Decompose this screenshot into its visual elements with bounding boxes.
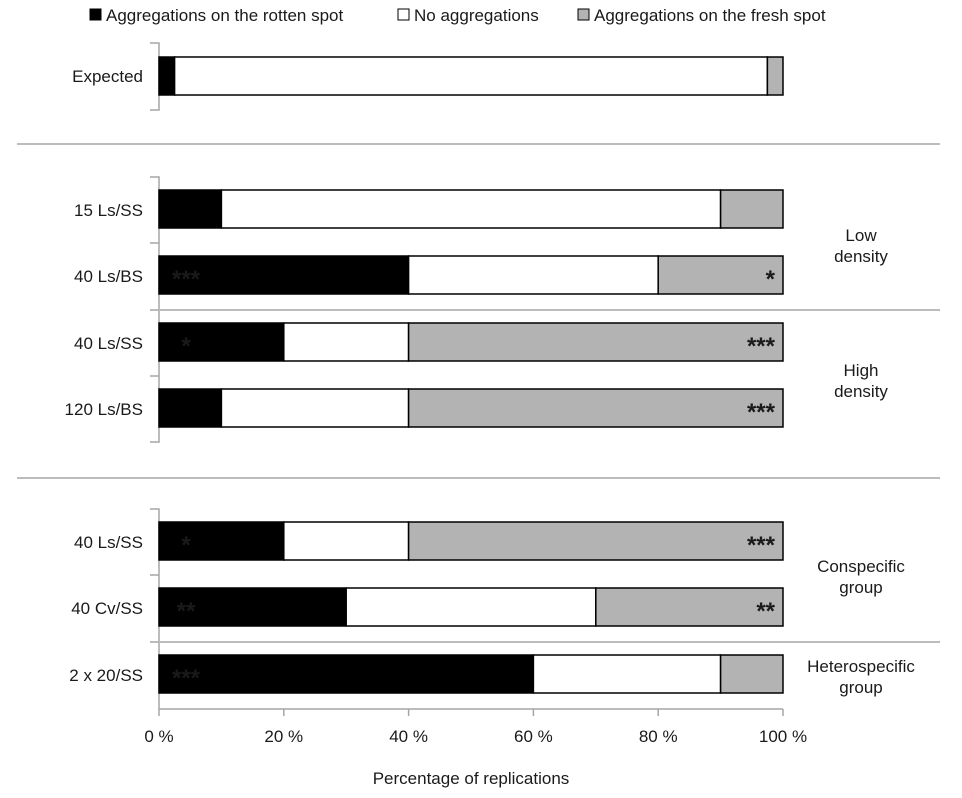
- bar-segment-rotten: [158, 56, 176, 96]
- group-label-heterospecific-line1: Heterospecific: [807, 657, 915, 676]
- bar-segment-rotten: [158, 587, 347, 627]
- row-label: 40 Cv/SS: [71, 599, 143, 618]
- row-label: 15 Ls/SS: [74, 201, 143, 220]
- significance-label: *: [181, 333, 191, 360]
- x-tick-label: 40 %: [389, 727, 428, 746]
- row-label: 40 Ls/SS: [74, 533, 143, 552]
- bar-segment-none: [283, 521, 410, 561]
- bar-segment-fresh: [719, 189, 784, 229]
- x-axis-label: Percentage of replications: [373, 769, 570, 788]
- bar-segment-none: [173, 56, 769, 96]
- group-label-low-density-line2: density: [834, 247, 888, 266]
- category-axis-segment-groups: [150, 508, 160, 709]
- significance-label: *: [181, 532, 191, 559]
- significance-label: ***: [747, 333, 776, 360]
- legend-swatch-rotten: [89, 8, 102, 21]
- bars: *** ** ******* ***** *****: [158, 56, 784, 694]
- significance-label: *: [766, 266, 776, 293]
- group-label-conspecific-line1: Conspecific: [817, 557, 905, 576]
- row-label: Expected: [72, 67, 143, 86]
- category-axis: [150, 42, 160, 709]
- x-tick-label: 60 %: [514, 727, 553, 746]
- legend: Aggregations on the rotten spot No aggre…: [89, 6, 826, 25]
- significance-label: ***: [172, 665, 201, 692]
- category-axis-segment-expected: [150, 42, 160, 111]
- group-labels: Low density High density Conspecific gro…: [807, 226, 915, 697]
- bar-segment-rotten: [158, 322, 285, 362]
- group-label-conspecific-line2: group: [839, 578, 882, 597]
- bar-segment-fresh: [657, 255, 784, 295]
- bar-segment-fresh: [595, 587, 784, 627]
- bar-segment-none: [220, 189, 722, 229]
- group-label-low-density-line1: Low: [845, 226, 877, 245]
- group-label-high-density-line2: density: [834, 382, 888, 401]
- legend-label-none: No aggregations: [414, 6, 539, 25]
- bar-segment-none: [345, 587, 597, 627]
- row-label: 120 Ls/BS: [65, 400, 143, 419]
- x-tick-label: 0 %: [144, 727, 173, 746]
- x-tick-label: 80 %: [639, 727, 678, 746]
- bar-segment-fresh: [766, 56, 784, 96]
- significance-label: **: [756, 598, 775, 625]
- row-labels: Expected 15 Ls/SS 40 Ls/BS 40 Ls/SS 120 …: [65, 67, 143, 685]
- bar-segment-rotten: [158, 189, 223, 229]
- bar-segment-fresh: [407, 521, 784, 561]
- bar-segment-fresh: [719, 654, 784, 694]
- significance-label: ***: [172, 266, 201, 293]
- legend-swatch-fresh: [577, 8, 590, 21]
- bar-segment-none: [532, 654, 722, 694]
- significance-label: **: [177, 598, 196, 625]
- bar-segment-rotten: [158, 521, 285, 561]
- bar-segment-none: [283, 322, 410, 362]
- bar-segment-rotten: [158, 255, 410, 295]
- legend-label-rotten: Aggregations on the rotten spot: [106, 6, 343, 25]
- bar-segment-rotten: [158, 388, 223, 428]
- category-axis-segment-density: [150, 176, 160, 443]
- bar-segment-fresh: [407, 322, 784, 362]
- group-label-heterospecific-line2: group: [839, 678, 882, 697]
- x-axis-ticks: [158, 709, 784, 716]
- row-label: 40 Ls/SS: [74, 334, 143, 353]
- group-label-high-density-line1: High: [844, 361, 879, 380]
- x-tick-label: 20 %: [264, 727, 303, 746]
- row-label: 2 x 20/SS: [69, 666, 143, 685]
- x-axis-tick-labels: 0 % 20 % 40 % 60 % 80 % 100 %: [144, 727, 807, 746]
- legend-label-fresh: Aggregations on the fresh spot: [594, 6, 826, 25]
- legend-swatch-none: [397, 8, 410, 21]
- bar-segment-none: [220, 388, 410, 428]
- significance-label: ***: [747, 532, 776, 559]
- significance-label: ***: [747, 399, 776, 426]
- bar-segment-rotten: [158, 654, 535, 694]
- x-tick-label: 100 %: [759, 727, 807, 746]
- bar-segment-none: [407, 255, 659, 295]
- bar-segment-fresh: [407, 388, 784, 428]
- row-label: 40 Ls/BS: [74, 267, 143, 286]
